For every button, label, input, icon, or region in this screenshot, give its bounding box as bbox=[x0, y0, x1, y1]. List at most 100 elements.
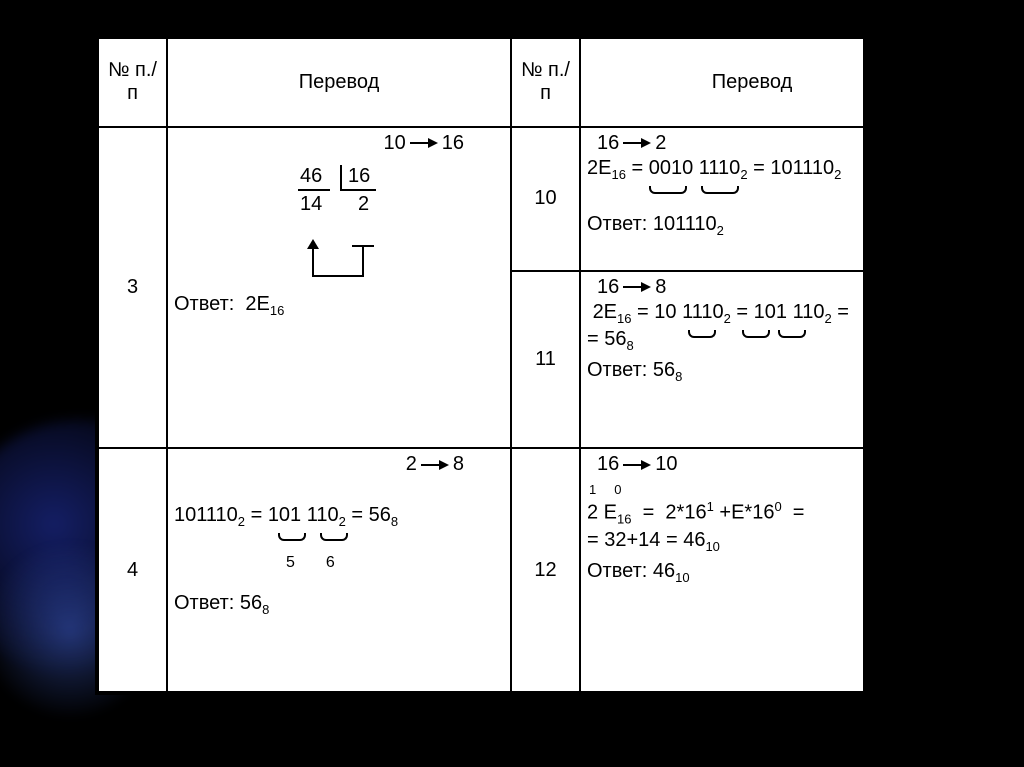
term: 2 bbox=[665, 502, 676, 524]
subscript: 2 bbox=[339, 514, 346, 529]
brace-row bbox=[587, 184, 917, 207]
answer-value: 2E bbox=[245, 293, 269, 315]
result-path-arrow bbox=[294, 235, 384, 285]
division-line bbox=[298, 189, 330, 191]
superscript: 0 bbox=[774, 499, 781, 514]
division-line bbox=[340, 189, 376, 191]
subscript: 2 bbox=[238, 514, 245, 529]
subscript: 2 bbox=[740, 167, 747, 182]
equation-line: 2E16 = 10 11102 = 101 1102 = bbox=[587, 301, 917, 326]
conversion-label: 2 8 bbox=[406, 453, 464, 476]
cell-work-10: 16 2 2E16 = 0010 11102 = 1011102 Ответ: … bbox=[580, 127, 924, 271]
cell-work-4: 2 8 1011102 = 101 1102 = 568 5 6 bbox=[167, 448, 511, 692]
term: 56 bbox=[369, 504, 391, 526]
row-number: 4 bbox=[127, 559, 138, 581]
answer-label: Ответ: bbox=[587, 213, 647, 235]
term: 2E bbox=[593, 301, 617, 323]
division-line bbox=[340, 165, 342, 189]
underbrace-icon bbox=[316, 531, 352, 543]
cell-num-4: 4 bbox=[98, 448, 167, 692]
term: = 56 bbox=[587, 328, 626, 350]
equation-line: 1011102 = 101 1102 = 568 bbox=[174, 504, 504, 529]
conv-from: 16 bbox=[597, 276, 619, 299]
cell-work-12: 16 10 1 0 2 E16 = 2*161 +E*160 = = 32+14… bbox=[580, 448, 924, 692]
underbrace-icon bbox=[645, 184, 691, 196]
equation-line: = 32+14 = 4610 bbox=[587, 529, 917, 554]
subscript: 16 bbox=[617, 512, 631, 527]
subscript: 2 bbox=[824, 311, 831, 326]
subscript: 2 bbox=[724, 311, 731, 326]
division-quotient: 2 bbox=[358, 193, 369, 216]
arrow-right-icon bbox=[410, 138, 438, 148]
division-divisor: 16 bbox=[348, 165, 370, 188]
superscript: 1 bbox=[707, 499, 714, 514]
position-indices: 1 0 bbox=[587, 482, 917, 497]
index-digit: 1 bbox=[589, 482, 596, 497]
conv-to: 8 bbox=[655, 276, 666, 299]
answer-line: Ответ: 568 bbox=[587, 359, 917, 384]
term: 2E bbox=[587, 157, 611, 179]
answer-sub: 16 bbox=[270, 303, 284, 318]
answer-line: Ответ: 1011102 bbox=[587, 213, 917, 238]
brace-row bbox=[174, 531, 504, 554]
subscript: 8 bbox=[626, 338, 633, 353]
long-division: 46 16 14 2 bbox=[294, 165, 384, 235]
answer-label: Ответ: bbox=[587, 359, 647, 381]
worksheet-frame: № п./п Перевод № п./п Перевод 3 10 16 46… bbox=[95, 35, 865, 695]
row-number: 11 bbox=[535, 348, 556, 370]
answer-value: 46 bbox=[653, 560, 675, 582]
answer-sub: 10 bbox=[675, 570, 689, 585]
cell-work-3: 10 16 46 16 14 2 bbox=[167, 127, 511, 448]
term: 16 bbox=[752, 502, 774, 524]
subscript: 8 bbox=[391, 514, 398, 529]
term: 16 bbox=[684, 502, 706, 524]
answer-value: 101110 bbox=[653, 213, 717, 235]
answer-sub: 2 bbox=[717, 223, 724, 238]
equation-line: = 568 bbox=[587, 328, 917, 353]
term: 101110 bbox=[174, 504, 238, 526]
table-row: 3 10 16 46 16 14 2 bbox=[98, 127, 924, 271]
underbrace-icon bbox=[697, 184, 743, 196]
underbrace-icon bbox=[738, 328, 774, 340]
cell-num-12: 12 bbox=[511, 448, 580, 692]
cell-num-11: 11 bbox=[511, 271, 580, 448]
conv-to: 2 bbox=[655, 132, 666, 155]
cell-work-11: 16 8 2E16 = 10 11102 = 101 1102 = = 568 … bbox=[580, 271, 924, 448]
term: = 32+14 = 46 bbox=[587, 529, 705, 551]
division-remainder: 14 bbox=[300, 193, 322, 216]
answer-label: Ответ: bbox=[587, 560, 647, 582]
subscript: 10 bbox=[705, 539, 719, 554]
arrow-right-icon bbox=[421, 460, 449, 470]
subscript: 16 bbox=[611, 167, 625, 182]
term: E bbox=[731, 502, 744, 524]
equation-line: 2 E16 = 2*161 +E*160 = bbox=[587, 499, 917, 527]
term: 2 E bbox=[587, 502, 617, 524]
conv-from: 16 bbox=[597, 453, 619, 476]
conv-to: 8 bbox=[453, 453, 464, 476]
conv-from: 2 bbox=[406, 453, 417, 476]
answer-sub: 8 bbox=[675, 369, 682, 384]
equation-line: 2E16 = 0010 11102 = 1011102 bbox=[587, 157, 917, 182]
group-digit: 6 bbox=[326, 554, 335, 571]
header-work-1: Перевод bbox=[167, 38, 511, 127]
cell-num-3: 3 bbox=[98, 127, 167, 448]
index-digit: 0 bbox=[614, 482, 621, 497]
arrow-right-icon bbox=[623, 138, 651, 148]
table-header-row: № п./п Перевод № п./п Перевод bbox=[98, 38, 924, 127]
conversion-label: 16 10 bbox=[597, 453, 678, 476]
term: 101 110 bbox=[754, 301, 825, 323]
answer-label: Ответ: bbox=[174, 592, 234, 614]
group-digit: 5 bbox=[286, 554, 295, 571]
conversion-table: № п./п Перевод № п./п Перевод 3 10 16 46… bbox=[97, 37, 925, 693]
conversion-label: 16 2 bbox=[597, 132, 666, 155]
division-dividend: 46 bbox=[300, 165, 322, 188]
header-work-2: Перевод bbox=[580, 38, 924, 127]
conversion-label: 16 8 bbox=[597, 276, 666, 299]
term: 101 110 bbox=[268, 504, 339, 526]
table-row: 4 2 8 1011102 = 101 1102 = 568 5 bbox=[98, 448, 924, 692]
answer-label: Ответ: bbox=[174, 293, 234, 315]
group-digits: 5 6 bbox=[174, 554, 504, 572]
conv-from: 10 bbox=[384, 132, 406, 155]
conversion-label: 10 16 bbox=[384, 132, 465, 155]
term: 0010 1110 bbox=[649, 157, 741, 179]
